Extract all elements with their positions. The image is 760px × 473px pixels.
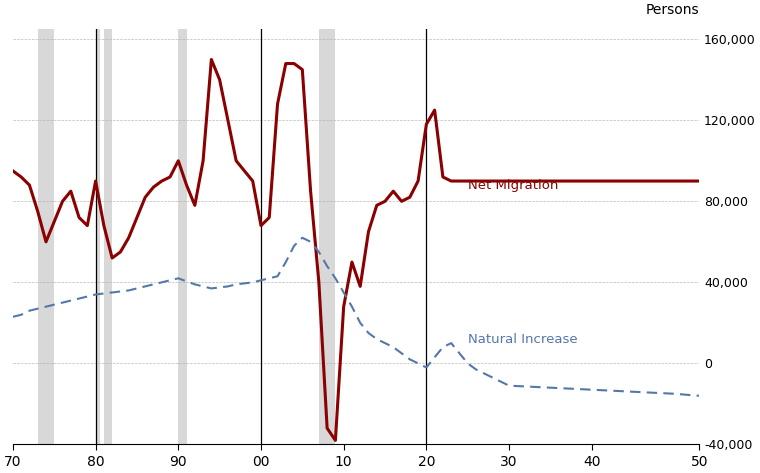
Bar — [179, 29, 186, 445]
Text: Natural Increase: Natural Increase — [467, 333, 578, 346]
Text: Persons: Persons — [645, 3, 699, 17]
Bar — [38, 29, 54, 445]
Bar — [319, 29, 335, 445]
Bar — [104, 29, 112, 445]
Text: Net Migration: Net Migration — [467, 179, 558, 192]
Bar — [96, 29, 100, 445]
